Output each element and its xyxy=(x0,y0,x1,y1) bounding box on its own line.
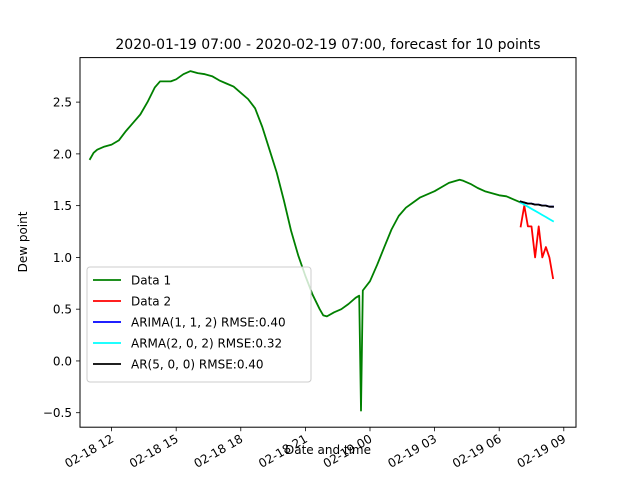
legend-box xyxy=(86,266,312,383)
series-layer xyxy=(88,70,555,412)
chart-title: 2020-01-19 07:00 - 2020-02-19 07:00, for… xyxy=(115,37,540,53)
y-axis: −0.5 0.0 0.5 1.0 1.5 2.0 2.5 xyxy=(43,96,80,420)
legend-label: ARIMA(1, 1, 2) RMSE:0.40 xyxy=(131,316,286,330)
x-tick-label: 02-18 12 xyxy=(62,432,116,471)
y-tick-label: 1.0 xyxy=(53,251,72,265)
x-tick-label: 02-18 15 xyxy=(127,432,181,471)
y-tick-label: 2.5 xyxy=(53,96,72,110)
legend-label: ARMA(2, 0, 2) RMSE:0.32 xyxy=(131,337,282,351)
y-axis-label: Dew point xyxy=(16,211,30,272)
x-tick-label: 02-19 09 xyxy=(515,432,569,471)
x-tick-label: 02-19 03 xyxy=(385,432,439,471)
legend-label: Data 2 xyxy=(131,295,171,309)
y-tick-label: 2.0 xyxy=(53,147,72,161)
series-line-1 xyxy=(88,70,522,412)
y-tick-label: 1.5 xyxy=(53,199,72,213)
legend: Data 1 Data 2 ARIMA(1, 1, 2) RMSE:0.40 ARMA… xyxy=(86,266,312,383)
x-tick-label: 02-19 06 xyxy=(450,432,504,471)
y-tick-label: 0.0 xyxy=(53,354,72,368)
series-line-2 xyxy=(519,204,555,280)
legend-label: Data 1 xyxy=(131,274,171,288)
series-line-4 xyxy=(519,201,555,223)
y-tick-label: 0.5 xyxy=(53,303,72,317)
plot-frame xyxy=(79,57,577,428)
y-tick-label: −0.5 xyxy=(43,406,72,420)
x-tick-label: 02-18 18 xyxy=(192,432,246,471)
x-axis-label: Date and time xyxy=(285,443,371,457)
legend-label: AR(5, 0, 0) RMSE:0.40 xyxy=(131,358,264,372)
series-line-5 xyxy=(519,200,554,208)
